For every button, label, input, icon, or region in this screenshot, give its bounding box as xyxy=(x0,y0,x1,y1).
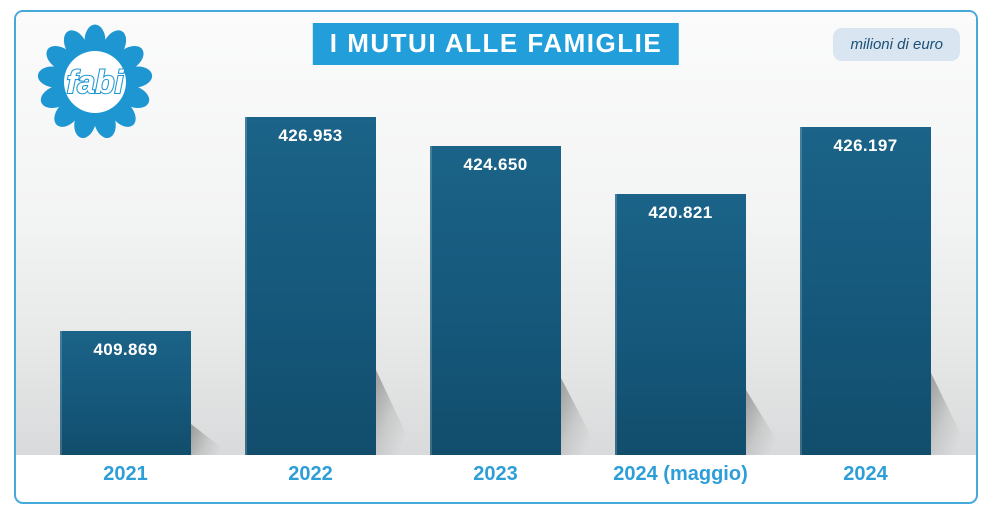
bar: 424.650 xyxy=(430,146,561,455)
chart-frame: I MUTUI ALLE FAMIGLIE milioni di euro fa… xyxy=(14,10,978,504)
bar: 409.869 xyxy=(60,331,191,455)
fabi-logo-icon: fabi xyxy=(37,24,153,139)
bar-shadow-decoration xyxy=(561,378,601,455)
bar-value-label: 409.869 xyxy=(93,340,158,359)
x-axis-label: 2021 xyxy=(103,463,148,485)
bar-shadow-decoration xyxy=(376,370,416,455)
bar: 420.821 xyxy=(615,194,746,455)
bar-value-label: 426.953 xyxy=(278,126,343,145)
logo-text: fabi xyxy=(67,64,125,100)
x-axis-label: 2023 xyxy=(473,463,518,485)
bar: 426.953 xyxy=(245,117,376,455)
x-axis-label: 2022 xyxy=(288,463,333,485)
bar-shadow-decoration xyxy=(191,424,231,455)
bar-value-label: 426.197 xyxy=(833,136,898,155)
unit-badge: milioni di euro xyxy=(833,28,960,61)
chart-title: I MUTUI ALLE FAMIGLIE xyxy=(312,23,680,65)
x-axis-label: 2024 xyxy=(843,463,888,485)
x-axis-label: 2024 (maggio) xyxy=(613,463,748,485)
bar-shadow-decoration xyxy=(931,373,971,455)
logo-inner-circle xyxy=(64,51,126,113)
bar: 426.197 xyxy=(800,127,931,455)
plot-area: 409.869 2021 426.953 2022 424.650 2023 420.821… xyxy=(16,12,976,502)
bar-shadow-decoration xyxy=(746,390,786,455)
bar-value-label: 424.650 xyxy=(463,155,528,174)
bar-value-label: 420.821 xyxy=(648,203,713,222)
